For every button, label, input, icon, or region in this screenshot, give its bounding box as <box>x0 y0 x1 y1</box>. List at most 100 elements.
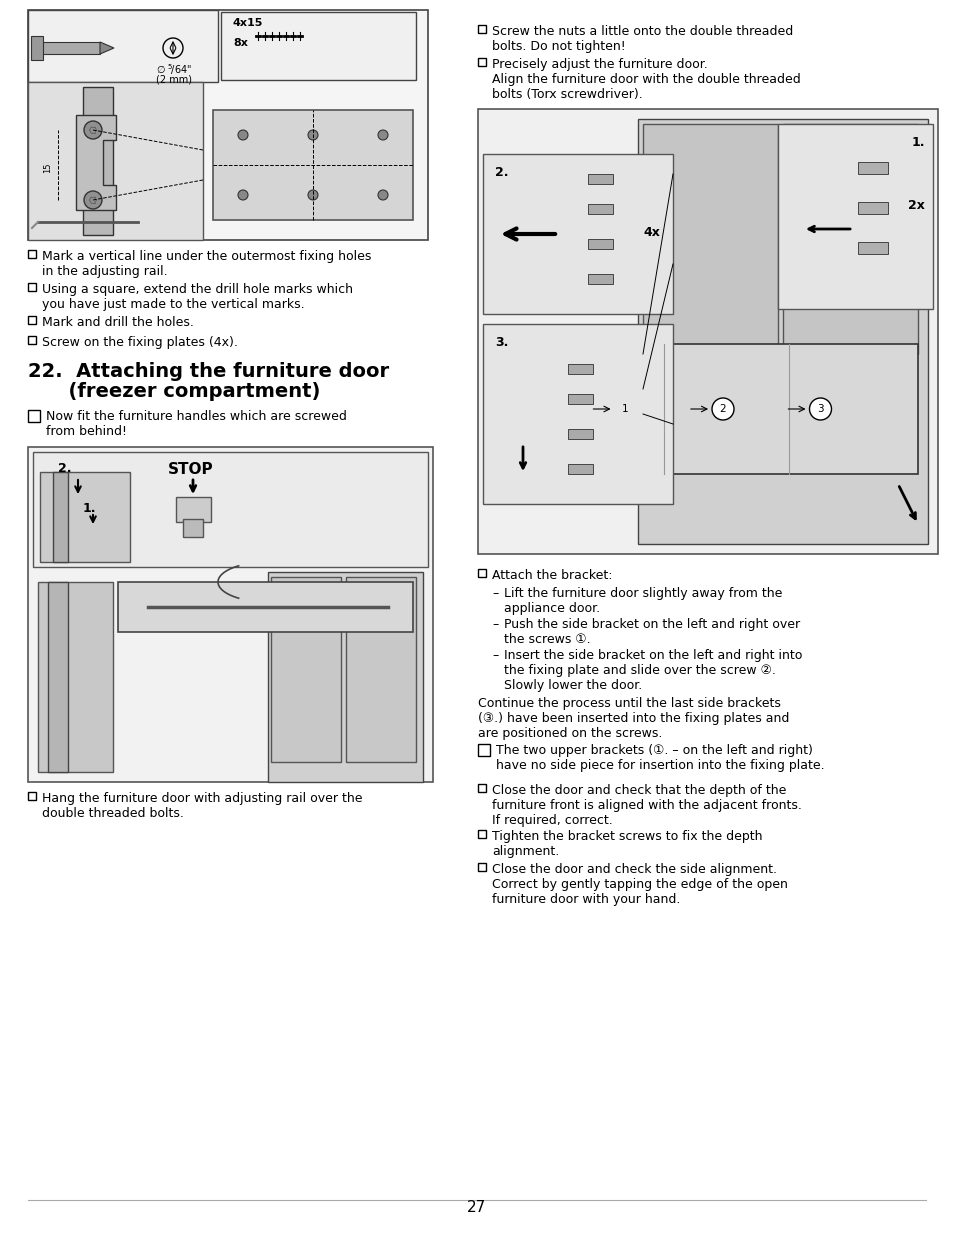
Bar <box>30 36 43 61</box>
Bar <box>213 110 413 220</box>
Text: 1: 1 <box>621 404 628 414</box>
Text: Tighten the bracket screws to fix the depth
alignment.: Tighten the bracket screws to fix the de… <box>492 830 761 858</box>
Bar <box>221 12 416 80</box>
Bar <box>268 572 422 782</box>
Text: Mark a vertical line under the outermost fixing holes
in the adjusting rail.: Mark a vertical line under the outermost… <box>42 249 371 278</box>
Bar <box>587 274 613 284</box>
Bar <box>40 42 100 54</box>
Text: 1.: 1. <box>910 136 924 149</box>
Circle shape <box>711 398 733 420</box>
Bar <box>477 830 485 839</box>
Bar <box>587 174 613 184</box>
Text: –: – <box>492 587 497 600</box>
Text: 22.  Attaching the furniture door: 22. Attaching the furniture door <box>28 362 389 382</box>
Text: –: – <box>492 650 497 662</box>
Bar <box>477 743 490 756</box>
Bar <box>477 58 485 65</box>
Circle shape <box>614 398 636 420</box>
Text: 2x: 2x <box>907 199 924 212</box>
Bar <box>28 410 40 422</box>
Circle shape <box>308 190 317 200</box>
Bar <box>638 119 927 543</box>
Text: Hang the furniture door with adjusting rail over the
double threaded bolts.: Hang the furniture door with adjusting r… <box>42 792 362 820</box>
Text: Using a square, extend the drill hole marks which
you have just made to the vert: Using a square, extend the drill hole ma… <box>42 283 353 311</box>
Bar <box>642 124 778 354</box>
Bar <box>28 336 36 345</box>
Bar <box>778 124 932 309</box>
Circle shape <box>809 398 831 420</box>
Bar <box>567 364 593 374</box>
Bar <box>782 124 917 354</box>
Text: $\varnothing$ $^5\!/$64": $\varnothing$ $^5\!/$64" <box>156 62 192 77</box>
Bar <box>567 394 593 404</box>
Text: 4x: 4x <box>642 226 659 240</box>
Text: 2.: 2. <box>495 165 508 179</box>
Text: 4x15: 4x15 <box>233 19 263 28</box>
Circle shape <box>237 130 248 140</box>
Bar <box>28 82 203 240</box>
Text: 3: 3 <box>817 404 823 414</box>
Text: Precisely adjust the furniture door.
Align the furniture door with the double th: Precisely adjust the furniture door. Ali… <box>492 58 800 101</box>
Bar <box>587 240 613 249</box>
Circle shape <box>377 130 388 140</box>
Bar <box>183 519 203 537</box>
Bar <box>28 792 36 800</box>
Text: Insert the side bracket on the left and right into
the fixing plate and slide ov: Insert the side bracket on the left and … <box>503 650 801 692</box>
Polygon shape <box>76 115 116 210</box>
Text: 1.: 1. <box>83 501 96 515</box>
Bar <box>53 472 68 562</box>
Circle shape <box>237 190 248 200</box>
Circle shape <box>308 130 317 140</box>
Bar <box>477 863 485 871</box>
Text: 27: 27 <box>467 1200 486 1215</box>
Bar <box>33 452 428 567</box>
Bar <box>477 25 485 33</box>
Bar <box>83 86 112 235</box>
Text: Push the side bracket on the left and right over
the screws ①.: Push the side bracket on the left and ri… <box>503 618 800 646</box>
Text: 2.: 2. <box>58 462 71 475</box>
Text: Close the door and check the side alignment.
Correct by gently tapping the edge : Close the door and check the side alignm… <box>492 863 787 906</box>
Bar <box>271 577 340 762</box>
Circle shape <box>84 121 102 140</box>
Bar <box>38 582 112 772</box>
Text: Attach the bracket:: Attach the bracket: <box>492 569 612 582</box>
Text: STOP: STOP <box>168 462 213 477</box>
Bar <box>477 784 485 792</box>
Text: (2 mm): (2 mm) <box>156 74 192 84</box>
Polygon shape <box>118 582 413 632</box>
Bar <box>567 464 593 474</box>
Bar <box>857 162 887 174</box>
Bar <box>28 447 433 782</box>
Bar <box>477 109 937 555</box>
Text: 2: 2 <box>719 404 725 414</box>
Text: Continue the process until the last side brackets
(③.) have been inserted into t: Continue the process until the last side… <box>477 697 788 740</box>
Bar <box>482 324 672 504</box>
Bar <box>28 283 36 291</box>
Bar <box>857 242 887 254</box>
Text: Screw the nuts a little onto the double threaded
bolts. Do not tighten!: Screw the nuts a little onto the double … <box>492 25 792 53</box>
Bar <box>40 472 130 562</box>
Text: 8x: 8x <box>233 38 248 48</box>
Bar <box>857 203 887 214</box>
Text: Screw on the fixing plates (4x).: Screw on the fixing plates (4x). <box>42 336 237 350</box>
Circle shape <box>84 191 102 209</box>
Bar <box>28 10 218 82</box>
Bar <box>587 204 613 214</box>
Bar <box>175 496 211 522</box>
Text: The two upper brackets (①. – on the left and right)
have no side piece for inser: The two upper brackets (①. – on the left… <box>496 743 823 772</box>
Bar <box>477 569 485 577</box>
Bar <box>346 577 416 762</box>
Polygon shape <box>527 345 917 474</box>
Bar <box>28 316 36 324</box>
Text: Lift the furniture door slightly away from the
appliance door.: Lift the furniture door slightly away fr… <box>503 587 781 615</box>
Text: Mark and drill the holes.: Mark and drill the holes. <box>42 316 193 329</box>
Bar <box>482 154 672 314</box>
Text: –: – <box>492 618 497 631</box>
Text: 3.: 3. <box>495 336 508 350</box>
Bar <box>28 249 36 258</box>
Bar <box>48 582 68 772</box>
Circle shape <box>377 190 388 200</box>
Bar <box>567 429 593 438</box>
Text: 15: 15 <box>44 163 52 173</box>
Bar <box>28 10 428 240</box>
